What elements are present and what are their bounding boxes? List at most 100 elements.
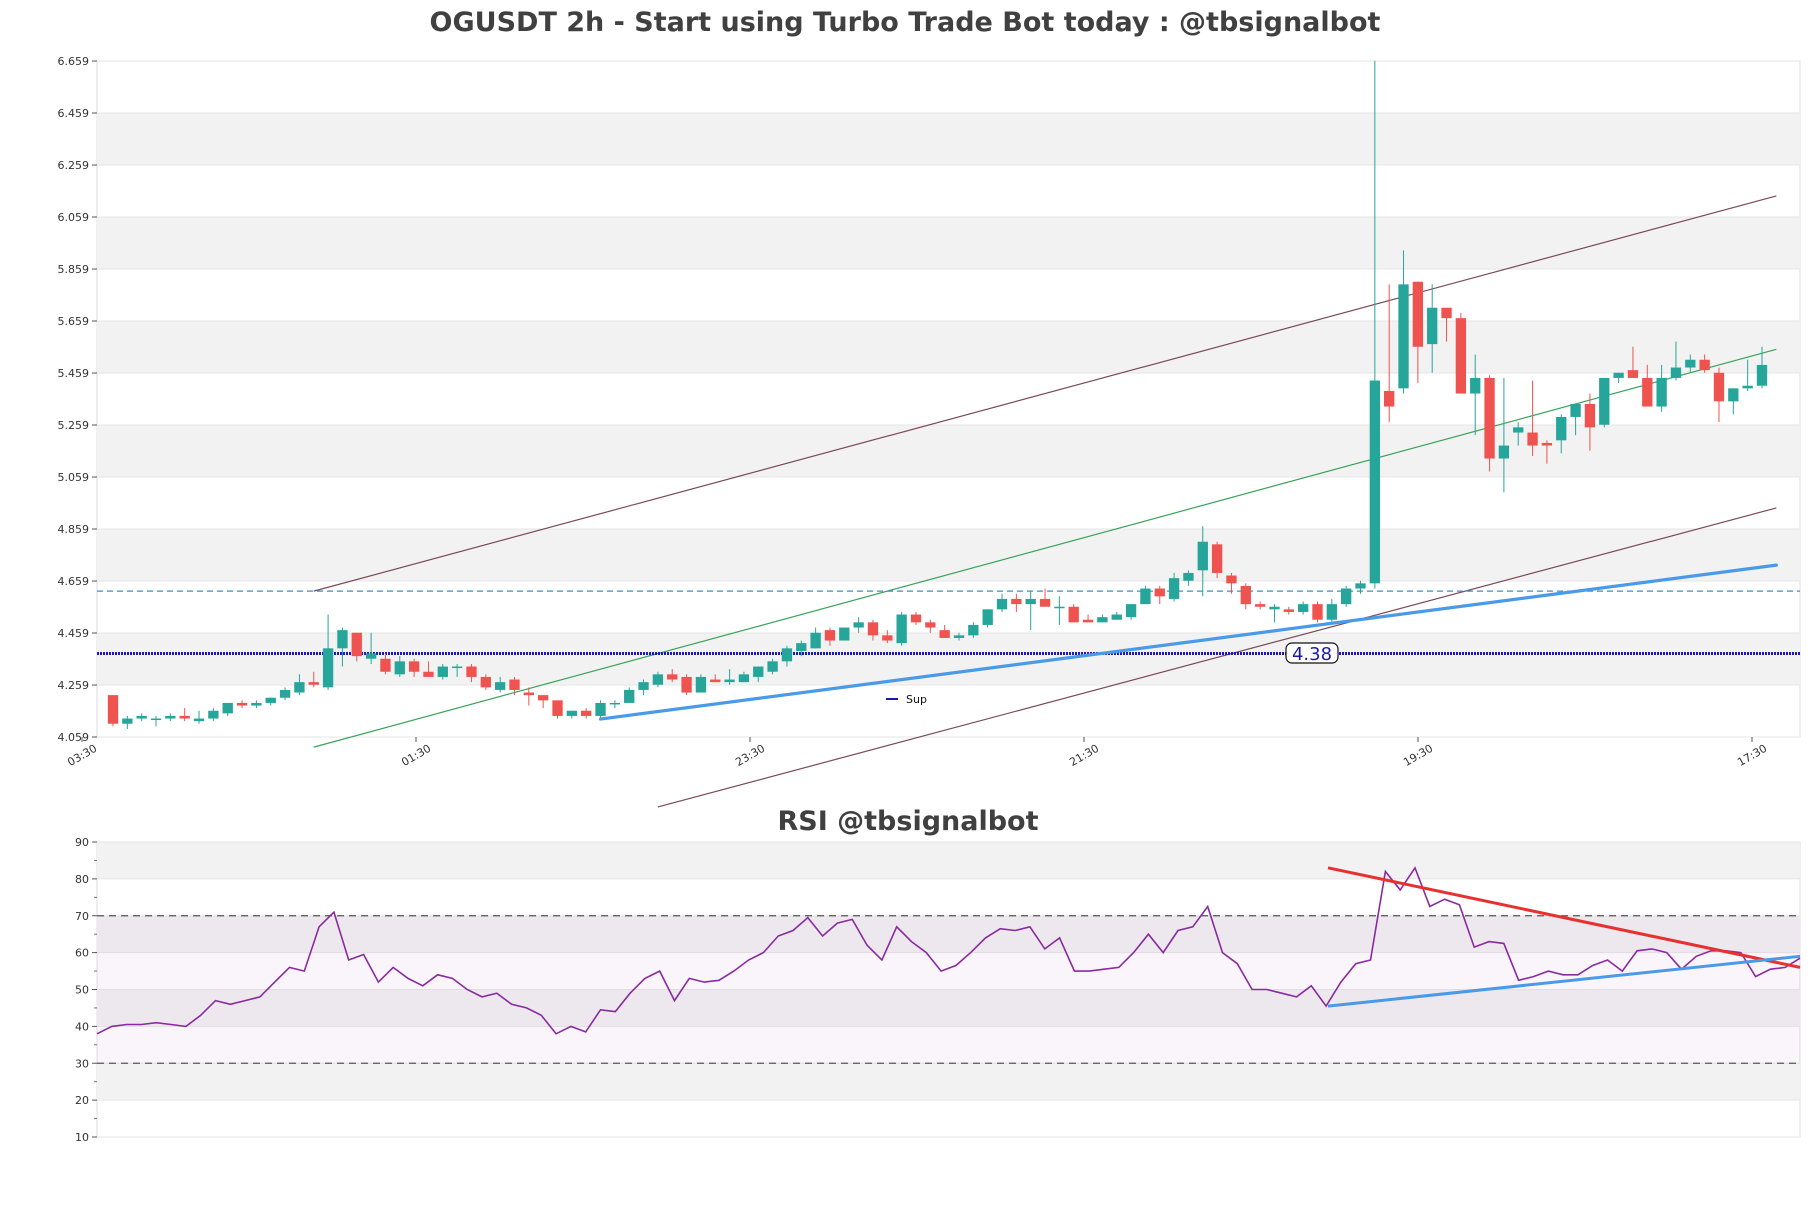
- candle-body: [165, 715, 176, 719]
- candle: [1427, 284, 1438, 373]
- candle: [337, 627, 348, 667]
- candle-body: [968, 624, 979, 636]
- candle: [1441, 307, 1452, 342]
- candle: [581, 708, 592, 719]
- candle: [1756, 346, 1768, 389]
- candle: [480, 674, 491, 690]
- candle: [810, 627, 821, 649]
- candle: [251, 700, 262, 709]
- candle-body: [1527, 432, 1538, 446]
- candle-body: [710, 679, 721, 683]
- candle-body: [1584, 403, 1596, 428]
- candle: [667, 669, 678, 683]
- candle-body: [279, 689, 291, 698]
- candle: [1412, 281, 1424, 384]
- rsi-panel: 10 20 30 40 50 60 70 80 90: [75, 836, 1801, 1144]
- price-y-tick-label: 4.459: [58, 627, 90, 640]
- candle-body: [136, 715, 147, 719]
- rsi-down-trendline: [1327, 866, 1801, 969]
- candle: [824, 627, 836, 646]
- candle-body: [552, 700, 563, 716]
- candle-body: [738, 674, 750, 683]
- candle: [351, 632, 362, 662]
- candle: [1197, 526, 1208, 597]
- price-band: [97, 529, 1800, 581]
- candle-body: [337, 630, 348, 649]
- candle-body: [1756, 364, 1768, 386]
- candle-body: [724, 679, 735, 683]
- candle: [910, 611, 922, 625]
- price-band: [97, 425, 1800, 477]
- candle-body: [1183, 572, 1194, 581]
- candle-body: [1455, 318, 1467, 394]
- price-y-tick-label: 5.459: [58, 367, 90, 380]
- candle: [638, 679, 649, 696]
- candle-body: [566, 710, 578, 716]
- price-x-tick-label: 23:30: [733, 742, 767, 769]
- candle-body: [796, 643, 807, 651]
- candle: [308, 671, 319, 688]
- candle: [1642, 364, 1653, 407]
- candle: [222, 702, 233, 716]
- candle-body: [882, 635, 893, 641]
- candle-body: [1054, 606, 1065, 609]
- support-price-label: 4.38: [1292, 644, 1332, 665]
- candle-body: [1369, 380, 1381, 584]
- price-y-tick-label: 4.259: [58, 679, 90, 692]
- candle-body: [236, 702, 248, 706]
- candle: [1584, 393, 1596, 451]
- candle: [724, 669, 735, 685]
- candle: [1613, 372, 1624, 384]
- price-x-tick-label: 21:30: [1067, 742, 1101, 769]
- candle: [1556, 414, 1567, 454]
- candle-body: [624, 689, 635, 703]
- candle: [150, 715, 162, 727]
- rsi-y-tick-label: 10: [75, 1131, 89, 1144]
- candle: [753, 666, 764, 683]
- price-y-tick-label: 5.259: [58, 419, 90, 432]
- candle: [1326, 598, 1337, 623]
- candle-body: [1670, 367, 1682, 378]
- candle: [1269, 604, 1280, 623]
- rsi-band: [97, 915, 1800, 953]
- candle: [1699, 354, 1710, 373]
- candle: [1082, 614, 1094, 623]
- price-y-tick-label: 6.259: [58, 159, 90, 172]
- candle-body: [896, 614, 907, 644]
- candle-body: [667, 674, 678, 680]
- candle: [1685, 354, 1696, 373]
- candle: [996, 593, 1008, 612]
- candle: [494, 676, 506, 693]
- candle: [1140, 585, 1151, 605]
- candle-body: [365, 653, 377, 659]
- legend-label-sup: Sup: [906, 693, 927, 706]
- candle: [925, 619, 936, 633]
- candle-body: [179, 715, 190, 719]
- candle-body: [1355, 583, 1366, 589]
- candle-body: [423, 671, 434, 677]
- candle-body: [1699, 359, 1710, 371]
- candle: [136, 713, 147, 722]
- candle-body: [437, 666, 448, 677]
- candle: [867, 619, 879, 641]
- price-bands: [97, 60, 1800, 738]
- candle: [968, 622, 979, 638]
- candle: [523, 687, 534, 706]
- candle-body: [638, 682, 649, 690]
- candle: [236, 700, 248, 709]
- candle-body: [494, 682, 506, 690]
- rsi-chart-title: RSI @tbsignalbot: [777, 806, 1038, 837]
- candle: [1656, 364, 1667, 412]
- candle: [1384, 284, 1395, 423]
- candle: [1097, 614, 1108, 623]
- candle-body: [1713, 372, 1725, 402]
- price-y-tick-label: 5.859: [58, 263, 90, 276]
- price-x-tick-label: 03:30: [65, 742, 99, 769]
- candle: [365, 632, 377, 664]
- candle-body: [251, 702, 262, 706]
- candle: [982, 609, 993, 628]
- candle-body: [265, 697, 276, 703]
- candle-body: [1082, 619, 1094, 623]
- candle: [1211, 541, 1223, 579]
- candle: [710, 674, 721, 683]
